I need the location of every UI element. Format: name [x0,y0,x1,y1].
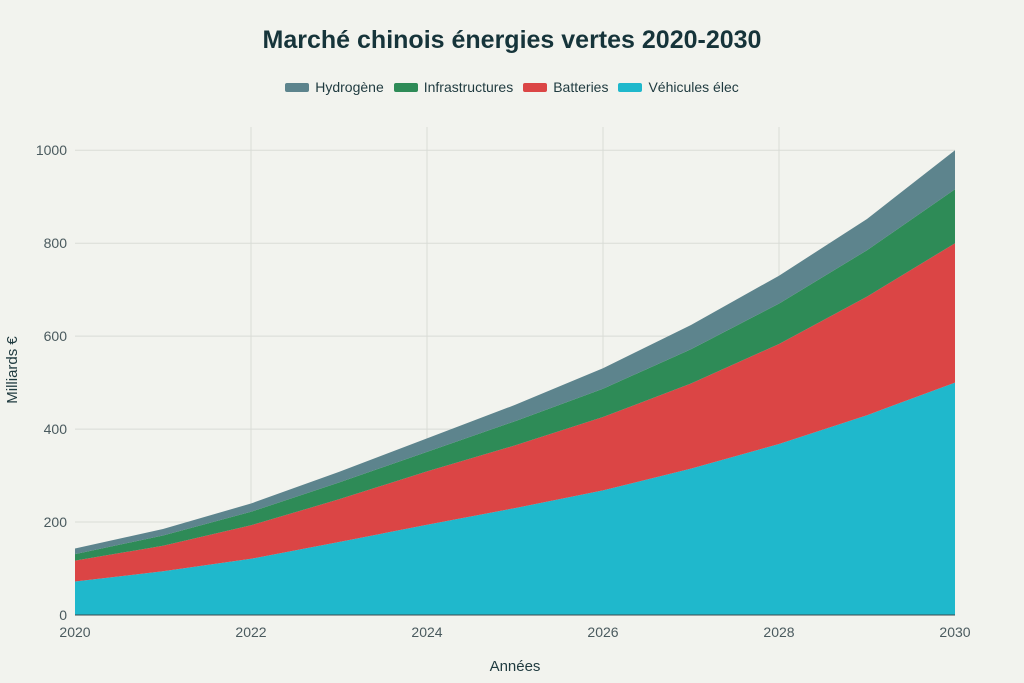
y-tick-label: 600 [44,328,68,344]
y-tick-label: 400 [44,421,68,437]
y-axis-title: Milliards € [4,336,21,404]
x-tick-label: 2020 [59,624,90,640]
legend-label: Infrastructures [423,79,514,95]
y-tick-label: 200 [44,514,68,530]
y-tick-label: 0 [59,607,67,623]
chart-title: Marché chinois énergies vertes 2020-2030 [262,26,762,54]
legend-label: Hydrogène [315,79,384,95]
area-vehicules-elec [75,382,955,615]
legend-item-vehicules-elec[interactable]: Véhicules élec [618,79,739,95]
legend-swatch [393,82,418,92]
x-axis-title: Années [490,658,541,675]
area-batteries [75,243,955,582]
legend-swatch [523,82,548,92]
legend-item-batteries[interactable]: Batteries [523,79,608,95]
legend-swatch [285,82,310,92]
legend-item-infrastructures[interactable]: Infrastructures [393,79,514,95]
legend: Hydrogène Infrastructures Batteries Véhicul… [0,79,1024,95]
x-tick-label: 2028 [763,624,794,640]
y-tick-label: 1000 [36,142,67,158]
axes: 0 200 400 600 800 1000 2020 2022 2024 2026 2028 203… [36,142,971,640]
x-tick-label: 2022 [235,624,266,640]
legend-label: Batteries [553,79,609,95]
legend-item-hydrogene[interactable]: Hydrogène [285,79,384,95]
x-tick-label: 2030 [939,624,970,640]
legend-label: Véhicules élec [648,79,739,95]
stacked-areas [75,150,955,615]
legend-swatch [618,82,643,92]
x-tick-label: 2026 [587,624,618,640]
x-tick-label: 2024 [411,624,442,640]
y-tick-label: 800 [44,235,68,251]
